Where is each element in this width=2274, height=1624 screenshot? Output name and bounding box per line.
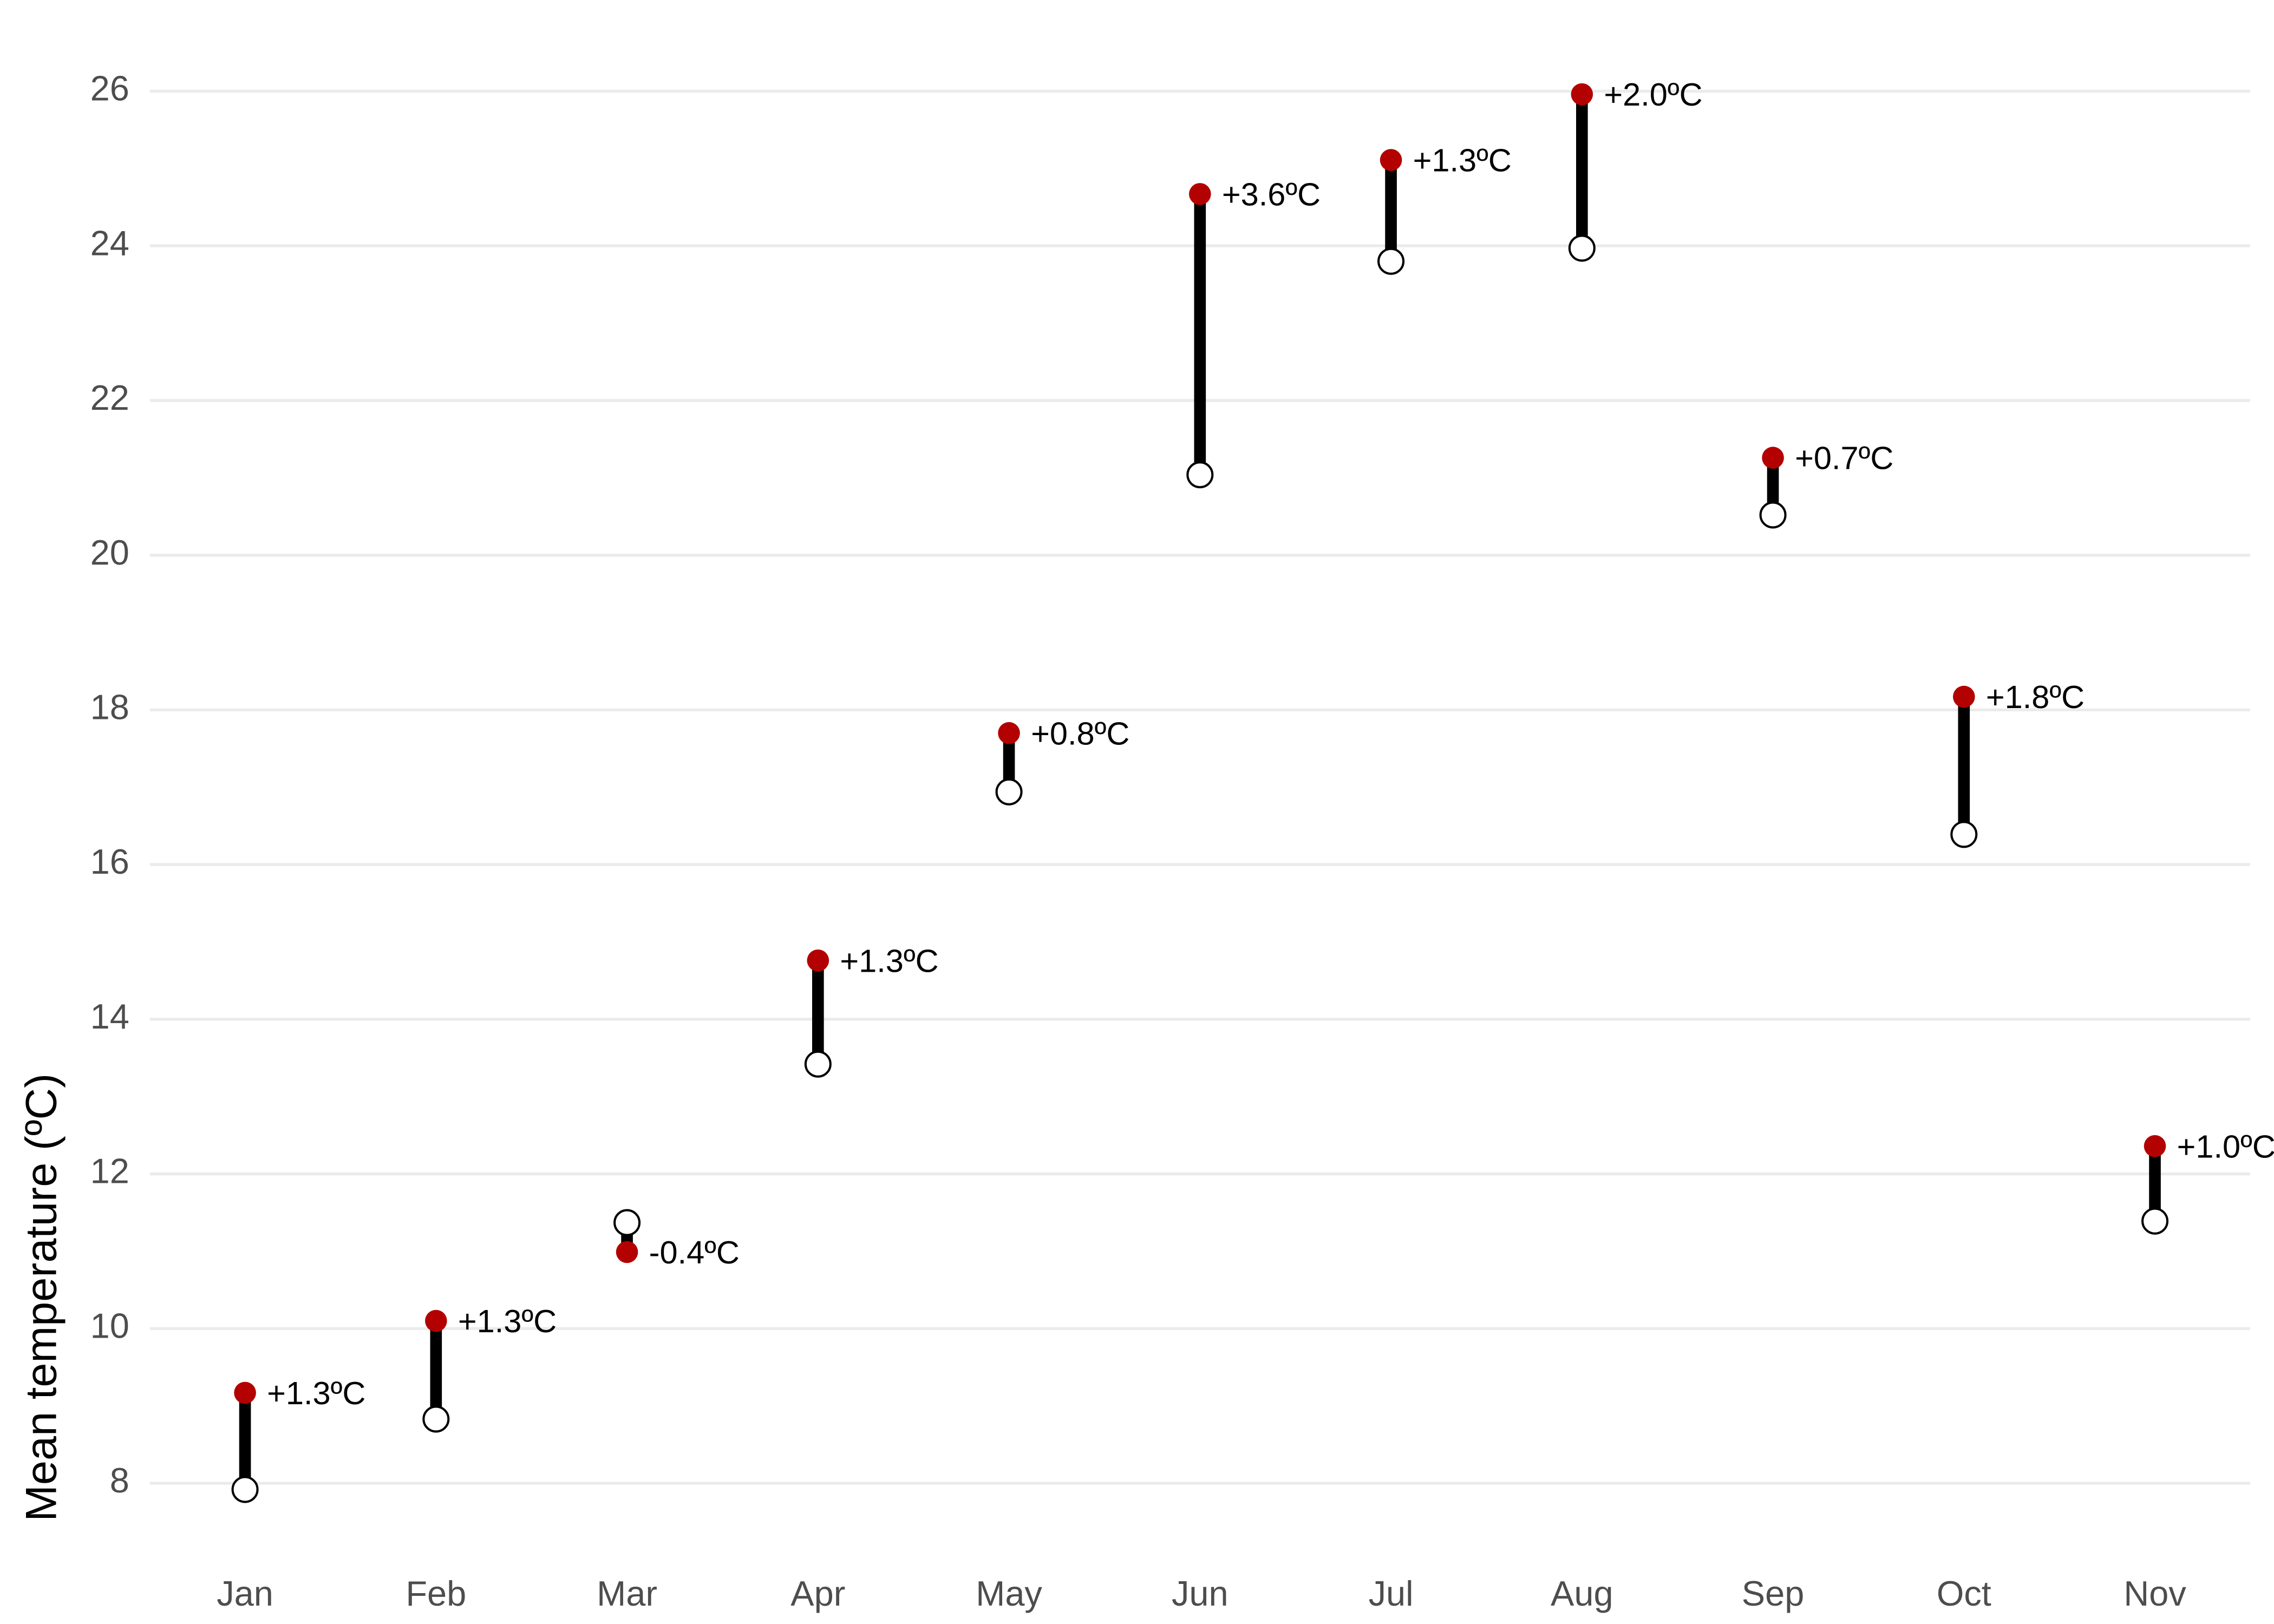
change-label: +2.0ºC <box>1604 76 1702 113</box>
recent-point <box>1380 149 1402 171</box>
x-tick-label: Sep <box>1742 1574 1805 1613</box>
baseline-point <box>1186 461 1214 489</box>
x-tick-label: Aug <box>1551 1574 1613 1613</box>
y-tick-label: 8 <box>110 1461 129 1500</box>
baseline-point <box>2141 1207 2169 1235</box>
y-tick-label: 20 <box>90 533 129 572</box>
x-tick-label: Jan <box>217 1574 273 1613</box>
x-tick-label: May <box>976 1574 1042 1613</box>
recent-point <box>1762 447 1784 469</box>
baseline-point <box>1950 821 1978 848</box>
x-tick-label: Oct <box>1937 1574 1991 1613</box>
y-tick-label: 12 <box>90 1151 129 1191</box>
y-tick-label: 22 <box>90 378 129 417</box>
change-label: +1.8ºC <box>1986 679 2084 715</box>
recent-point <box>1953 685 1975 708</box>
recent-point <box>807 949 829 972</box>
x-tick-label: Feb <box>406 1574 466 1613</box>
recent-point <box>1571 83 1593 106</box>
change-label: +3.6ºC <box>1222 176 1321 213</box>
y-tick-label: 26 <box>90 69 129 108</box>
change-label: +1.0ºC <box>2177 1128 2274 1164</box>
change-label: -0.4ºC <box>649 1234 740 1271</box>
baseline-point <box>995 778 1023 806</box>
recent-point <box>425 1309 447 1332</box>
baseline-point <box>1759 501 1787 529</box>
y-tick-label: 18 <box>90 687 129 727</box>
baseline-point <box>1568 234 1596 262</box>
x-tick-label: Nov <box>2123 1574 2186 1613</box>
x-tick-label: Apr <box>790 1574 845 1613</box>
recent-point <box>616 1241 638 1263</box>
y-axis-title: Mean temperature (ºC) <box>17 1073 66 1522</box>
recent-point <box>234 1381 256 1404</box>
y-tick-label: 16 <box>90 842 129 881</box>
x-tick-label: Jul <box>1369 1574 1414 1613</box>
recent-point <box>2144 1135 2166 1157</box>
baseline-point <box>422 1405 450 1433</box>
change-label: +1.3ºC <box>458 1303 557 1339</box>
y-tick-label: 24 <box>90 223 129 263</box>
x-tick-label: Jun <box>1172 1574 1229 1613</box>
x-tick-label: Mar <box>597 1574 657 1613</box>
baseline-point <box>1377 247 1405 275</box>
change-label: +1.3ºC <box>267 1375 365 1411</box>
baseline-point <box>804 1050 832 1078</box>
change-label: +0.8ºC <box>1031 715 1129 751</box>
change-label: +1.3ºC <box>840 942 938 979</box>
y-tick-label: 10 <box>90 1306 129 1345</box>
change-label: +0.7ºC <box>1795 440 1893 476</box>
y-tick-label: 14 <box>90 997 129 1036</box>
baseline-point <box>613 1209 641 1236</box>
baseline-point <box>231 1476 259 1503</box>
change-label: +1.3ºC <box>1413 142 1512 179</box>
recent-point <box>998 722 1020 744</box>
recent-point <box>1189 183 1211 205</box>
